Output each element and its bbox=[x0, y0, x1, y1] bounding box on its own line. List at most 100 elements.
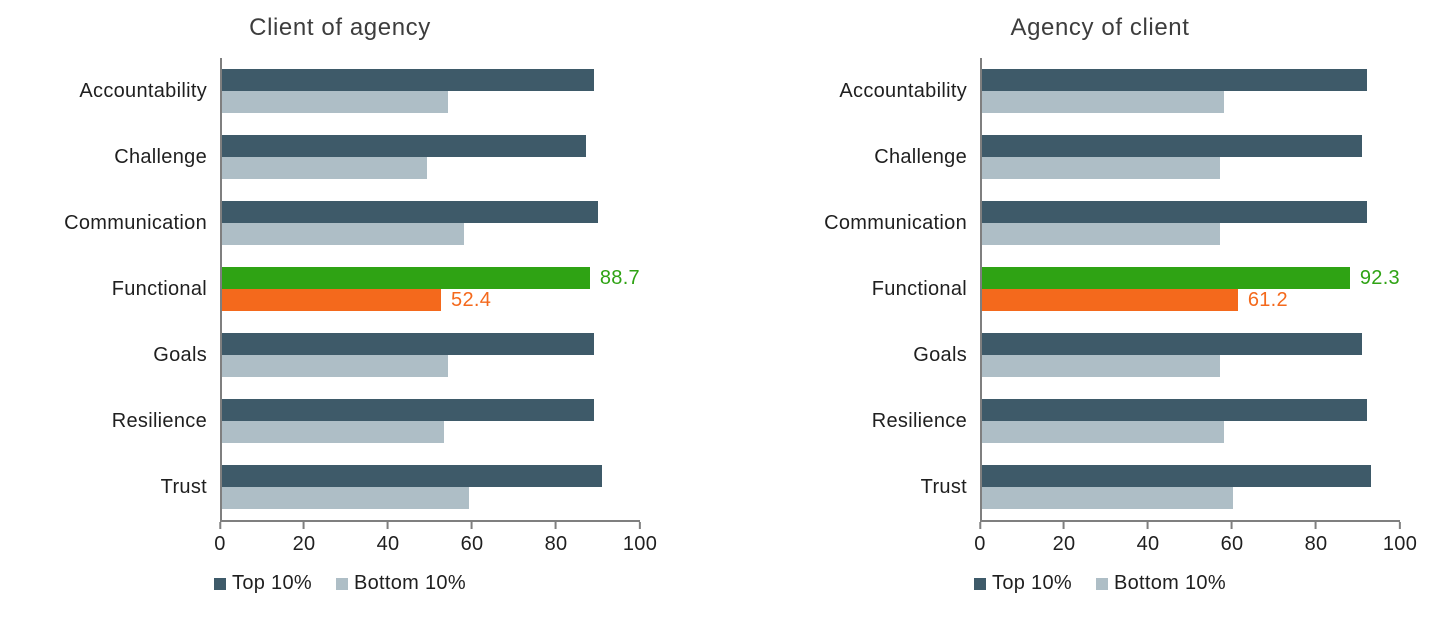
category-label: Resilience bbox=[871, 409, 967, 432]
bar-pair bbox=[980, 58, 1400, 124]
bar-bottom10-communication bbox=[222, 223, 465, 245]
tick-mark bbox=[219, 522, 221, 529]
plot-area: Accountability Challenge Communication Func… bbox=[800, 58, 1417, 562]
category-label: Trust bbox=[920, 475, 967, 498]
tick-mark bbox=[386, 522, 389, 529]
bar-top10-challenge bbox=[982, 135, 1363, 157]
category-label: Accountability bbox=[839, 79, 967, 102]
tick-label: 80 bbox=[1304, 533, 1328, 555]
bar-top10-communication bbox=[982, 201, 1367, 223]
tick-label: 20 bbox=[1052, 533, 1076, 555]
bar-pair bbox=[980, 322, 1400, 388]
category-label: Communication bbox=[824, 211, 967, 234]
legend: Top 10% Bottom 10% bbox=[800, 572, 1400, 595]
bar-bottom10-resilience bbox=[982, 421, 1225, 443]
bar-top10-functional bbox=[222, 267, 590, 289]
tick-label: 60 bbox=[460, 533, 484, 555]
tick-label: 20 bbox=[292, 533, 316, 555]
legend: Top 10% Bottom 10% bbox=[40, 572, 640, 595]
bar-bottom10-accountability bbox=[222, 91, 448, 113]
bar-group-accountability: Accountability bbox=[800, 58, 1400, 124]
bar-track bbox=[222, 201, 640, 223]
bar-top10-communication bbox=[222, 201, 599, 223]
category-label: Trust bbox=[160, 475, 207, 498]
tick-mark bbox=[639, 522, 641, 529]
legend-swatch bbox=[974, 577, 987, 590]
legend-item-bottom10: Bottom 10% bbox=[1095, 572, 1226, 595]
value-label: 52.4 bbox=[451, 288, 492, 311]
bar-track bbox=[222, 157, 640, 179]
tick-label: 80 bbox=[544, 533, 568, 555]
x-axis-tick: 100 bbox=[1383, 522, 1417, 556]
bar-group-functional: Functional 88.7 52.4 bbox=[40, 256, 640, 322]
bar-pair bbox=[220, 322, 640, 388]
bar-top10-trust bbox=[982, 465, 1371, 487]
bar-track bbox=[982, 135, 1400, 157]
tick-label: 100 bbox=[622, 533, 658, 555]
x-axis-tick: 0 bbox=[974, 522, 985, 556]
bar-track: 52.4 bbox=[222, 289, 640, 311]
bar-top10-accountability bbox=[982, 69, 1367, 91]
category-label: Functional bbox=[871, 277, 967, 300]
bar-track bbox=[222, 69, 640, 91]
chart-title: Client of agency bbox=[249, 14, 431, 41]
legend-label: Top 10% bbox=[992, 572, 1072, 594]
bar-group-goals: Goals bbox=[40, 322, 640, 388]
bar-pair bbox=[980, 190, 1400, 256]
x-axis-tick: 100 bbox=[623, 522, 657, 556]
value-label: 92.3 bbox=[1359, 266, 1400, 289]
category-label: Functional bbox=[111, 277, 207, 300]
category-label: Challenge bbox=[114, 145, 207, 168]
tick-mark bbox=[1399, 522, 1401, 529]
bar-top10-goals bbox=[222, 333, 595, 355]
category-label: Goals bbox=[913, 343, 967, 366]
tick-mark bbox=[1314, 522, 1317, 529]
bar-track bbox=[982, 91, 1400, 113]
tick-label: 0 bbox=[974, 533, 986, 555]
category-label: Challenge bbox=[874, 145, 967, 168]
bar-bottom10-goals bbox=[222, 355, 448, 377]
x-axis-tick: 60 bbox=[461, 522, 484, 556]
bar-top10-challenge bbox=[222, 135, 586, 157]
bar-group-resilience: Resilience bbox=[40, 388, 640, 454]
bar-track: 61.2 bbox=[982, 289, 1400, 311]
x-axis: 0 20 40 60 80 100 bbox=[974, 520, 1417, 562]
category-label: Resilience bbox=[111, 409, 207, 432]
bar-bottom10-resilience bbox=[222, 421, 444, 443]
bar-bottom10-functional bbox=[982, 289, 1238, 311]
bar-pair bbox=[220, 190, 640, 256]
x-axis-tick: 20 bbox=[293, 522, 316, 556]
chart-client-of-agency: Client of agency Accountability Challenge… bbox=[40, 6, 657, 595]
bar-group-trust: Trust bbox=[40, 454, 640, 520]
bar-track bbox=[222, 333, 640, 355]
bar-top10-goals bbox=[982, 333, 1363, 355]
bar-bottom10-trust bbox=[222, 487, 469, 509]
bar-track bbox=[982, 333, 1400, 355]
bar-bottom10-challenge bbox=[982, 157, 1221, 179]
x-axis-tick: 0 bbox=[214, 522, 225, 556]
legend-swatch bbox=[1095, 577, 1108, 590]
x-axis-tick: 40 bbox=[1137, 522, 1160, 556]
tick-mark bbox=[1062, 522, 1065, 529]
tick-mark bbox=[1146, 522, 1149, 529]
bar-bottom10-challenge bbox=[222, 157, 427, 179]
x-axis-tick: 40 bbox=[377, 522, 400, 556]
bar-track bbox=[982, 201, 1400, 223]
bar-bottom10-accountability bbox=[982, 91, 1225, 113]
legend-label: Bottom 10% bbox=[1113, 572, 1226, 594]
bar-top10-functional bbox=[982, 267, 1350, 289]
bar-group-challenge: Challenge bbox=[40, 124, 640, 190]
bar-pair bbox=[220, 124, 640, 190]
charts-page: Client of agency Accountability Challenge… bbox=[40, 6, 1417, 595]
bar-track bbox=[222, 135, 640, 157]
legend-label: Top 10% bbox=[232, 572, 312, 594]
bar-pair bbox=[220, 388, 640, 454]
bar-top10-resilience bbox=[982, 399, 1367, 421]
bar-track bbox=[222, 487, 640, 509]
plot-rows: Accountability Challenge Communication Func… bbox=[40, 58, 640, 520]
legend-swatch bbox=[335, 577, 348, 590]
tick-label: 40 bbox=[376, 533, 400, 555]
bar-pair bbox=[980, 388, 1400, 454]
bar-pair bbox=[980, 124, 1400, 190]
bar-bottom10-communication bbox=[982, 223, 1221, 245]
